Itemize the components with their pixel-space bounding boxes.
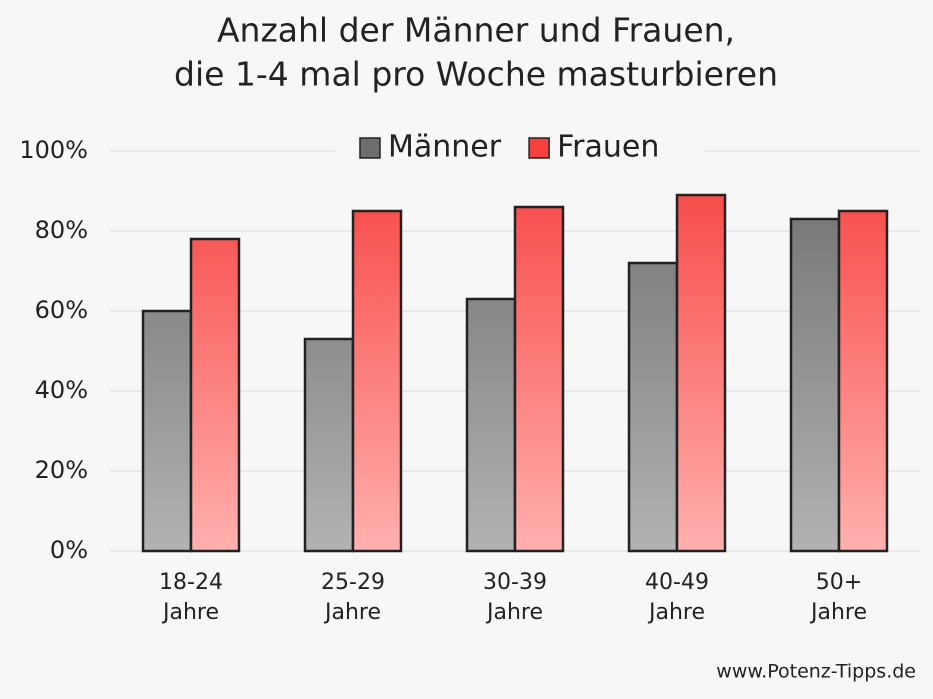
- y-tick-label: 100%: [19, 136, 88, 164]
- x-tick-label: Jahre: [647, 600, 705, 625]
- bar: [789, 217, 841, 553]
- legend-background: [335, 126, 705, 168]
- bar: [351, 209, 403, 553]
- bar: [627, 261, 679, 553]
- x-tick-label: 25-29: [321, 570, 385, 595]
- x-tick-label: Jahre: [323, 600, 381, 625]
- chart-title: die 1-4 mal pro Woche masturbieren: [174, 55, 778, 94]
- legend: Männer Frauen: [335, 126, 705, 168]
- bar: [141, 309, 193, 553]
- x-tick-label: 50+: [816, 570, 862, 595]
- legend-label: Frauen: [557, 130, 659, 165]
- y-tick-label: 80%: [35, 216, 88, 244]
- legend-swatch: [528, 137, 550, 159]
- bar: [465, 297, 517, 553]
- bar: [189, 237, 241, 553]
- bar: [303, 337, 355, 553]
- x-tick-label: Jahre: [809, 600, 867, 625]
- legend-label: Männer: [388, 130, 502, 165]
- chart-title: Anzahl der Männer und Frauen,: [217, 11, 735, 50]
- x-tick-label: 18-24: [159, 570, 223, 595]
- bar: [675, 193, 727, 553]
- x-tick-label: 40-49: [645, 570, 709, 595]
- y-tick-label: 60%: [35, 296, 88, 324]
- source: www.Potenz-Tipps.de: [716, 661, 916, 683]
- x-tick-label: Jahre: [485, 600, 543, 625]
- x-tick-label: Jahre: [161, 600, 219, 625]
- bar: [513, 205, 565, 553]
- legend-swatch: [359, 137, 381, 159]
- x-tick-label: 30-39: [483, 570, 547, 595]
- bar: [837, 209, 889, 553]
- y-tick-label: 0%: [50, 536, 88, 564]
- y-tick-label: 40%: [35, 376, 88, 404]
- y-tick-label: 20%: [35, 456, 88, 484]
